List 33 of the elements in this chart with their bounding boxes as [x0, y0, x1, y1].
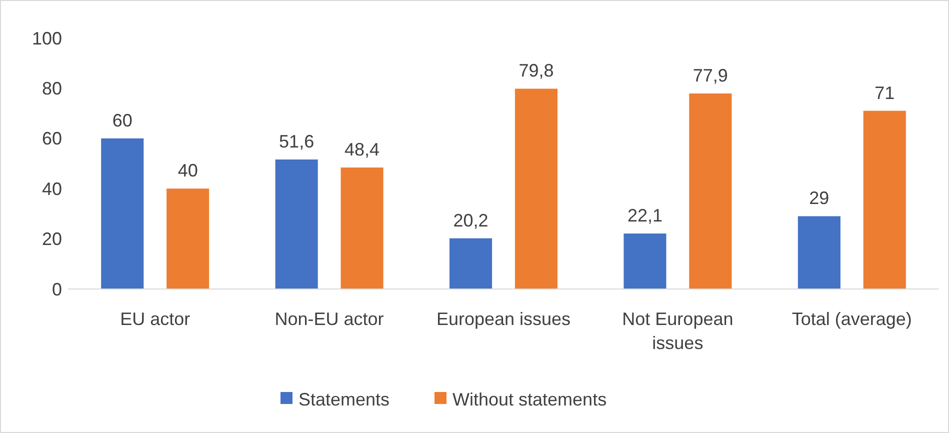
- x-tick-label: Non-EU actor: [274, 309, 384, 329]
- data-label: 79,8: [518, 60, 554, 81]
- x-tick-label: Total (average): [792, 309, 912, 329]
- y-tick-label: 0: [52, 279, 62, 300]
- bar: [689, 93, 732, 289]
- y-tick-label: 60: [42, 128, 62, 149]
- x-tick-label: European issues: [436, 309, 571, 329]
- bar: [275, 159, 318, 289]
- data-label: 40: [178, 160, 198, 181]
- x-tick-label: EU actor: [120, 309, 190, 329]
- y-tick-label: 20: [42, 229, 62, 250]
- legend-label: Without statements: [452, 389, 607, 410]
- data-label: 51,6: [279, 131, 314, 152]
- data-label: 20,2: [453, 210, 488, 230]
- y-tick-label: 40: [42, 178, 62, 199]
- data-label: 22,1: [627, 206, 662, 226]
- bar: [101, 138, 144, 289]
- y-tick-label: 80: [42, 78, 62, 98]
- x-tick-label: Not European issues: [622, 309, 734, 353]
- data-label: 60: [112, 110, 132, 130]
- data-label: 71: [874, 82, 895, 103]
- y-tick-label: 100: [32, 28, 62, 48]
- legend-label: Statements: [298, 389, 390, 410]
- data-label: 77,9: [692, 65, 728, 86]
- bar: [166, 188, 210, 289]
- data-label: 29: [809, 188, 830, 208]
- bar: [798, 216, 840, 289]
- bar: [450, 238, 492, 289]
- bar: [863, 110, 906, 289]
- bar: [514, 88, 558, 289]
- data-label: 48,4: [344, 140, 380, 160]
- bar: [340, 168, 384, 289]
- bar: [624, 234, 666, 289]
